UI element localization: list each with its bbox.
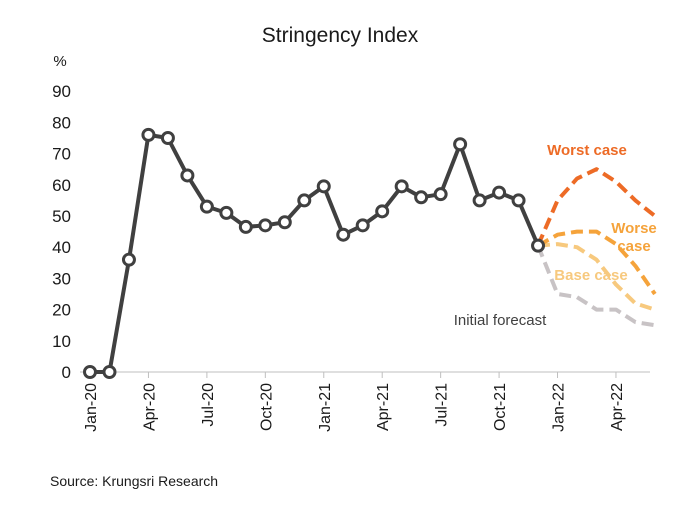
data-point	[277, 215, 292, 230]
x-tick-label: Oct-21	[492, 383, 509, 431]
data-point	[141, 127, 156, 142]
x-tick-label: Jul-21	[434, 383, 451, 427]
initial-forecast-line	[536, 244, 656, 328]
worst-case-line	[536, 167, 657, 247]
y-tick-label: 10	[52, 332, 71, 351]
x-tick-label: Jan-22	[551, 383, 568, 432]
data-point	[219, 205, 234, 220]
data-point	[180, 168, 195, 183]
x-tick-label: Apr-22	[609, 383, 626, 431]
data-point	[199, 199, 214, 214]
source-note: Source: Krungsri Research	[50, 473, 218, 489]
y-tick-label: 70	[52, 145, 71, 164]
base-case-line	[537, 242, 656, 312]
x-tick-label: Apr-20	[141, 383, 158, 431]
stringency-index-line	[90, 132, 540, 374]
data-point	[531, 238, 546, 253]
chart-title: Stringency Index	[262, 24, 419, 47]
x-tick-label: Jan-20	[83, 383, 100, 432]
y-axis-unit-label: %	[53, 53, 66, 70]
data-point	[336, 227, 351, 242]
data-point	[83, 365, 97, 379]
data-point	[102, 365, 117, 379]
data-point	[316, 179, 331, 194]
worse-case-line	[537, 229, 657, 296]
x-axis-ticks: Jan-20 Apr-20 Jul-20 Oct-20 Jan-21 Apr-21 Jul-…	[83, 372, 626, 432]
y-tick-label: 50	[52, 207, 71, 226]
data-point	[394, 179, 409, 194]
y-tick-label: 40	[52, 238, 71, 257]
y-tick-label: 90	[52, 82, 71, 101]
data-point	[297, 193, 312, 208]
base-case-label: Base case	[554, 267, 627, 284]
data-point	[121, 252, 136, 267]
initial-forecast-label: Initial forecast	[454, 312, 547, 329]
y-tick-label: 60	[52, 176, 71, 195]
y-tick-label: 80	[52, 113, 71, 132]
y-tick-label: 20	[52, 301, 71, 320]
data-point	[355, 218, 370, 233]
x-tick-label: Jan-21	[317, 383, 334, 432]
worse-case-label: Worse case	[611, 220, 657, 255]
series-layer	[83, 127, 657, 379]
data-point	[433, 187, 448, 202]
data-point	[238, 219, 253, 234]
x-tick-label: Apr-21	[375, 383, 392, 431]
data-point	[453, 137, 468, 152]
y-tick-label: 30	[52, 269, 71, 288]
data-point	[258, 218, 273, 233]
y-axis-ticks: 0 10 20 30 40 50 60 70 80 90	[52, 82, 71, 382]
data-point	[375, 204, 390, 219]
x-tick-label: Oct-20	[258, 383, 275, 431]
series-labels: Worst case Worse case Base case Initial fore…	[454, 142, 657, 329]
y-tick-label: 0	[62, 363, 71, 382]
data-point	[414, 190, 429, 205]
data-point	[511, 193, 526, 208]
data-point	[492, 185, 507, 200]
worst-case-label: Worst case	[547, 142, 627, 159]
data-point	[472, 193, 487, 208]
x-tick-label: Jul-20	[200, 383, 217, 427]
data-point	[160, 131, 175, 145]
